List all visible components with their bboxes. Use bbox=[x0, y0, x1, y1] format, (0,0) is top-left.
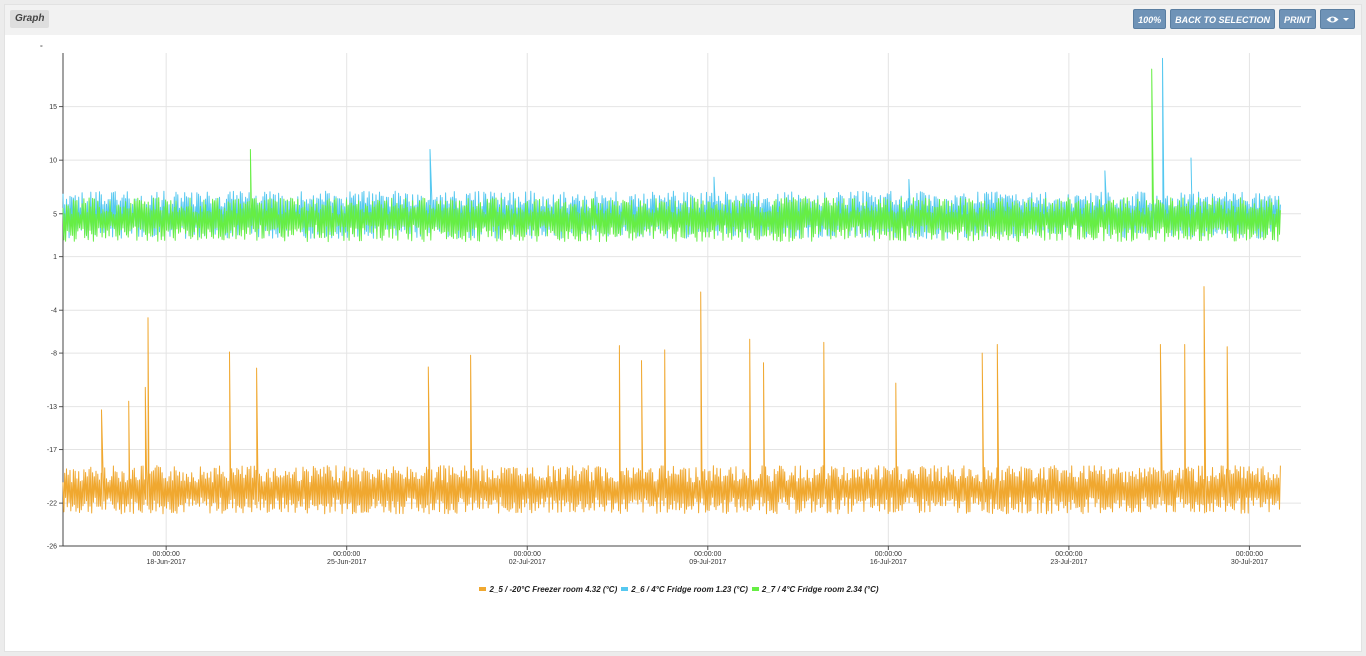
x-tick-time: 00:00:00 bbox=[1236, 551, 1263, 558]
y-axis-unit: ° bbox=[40, 44, 43, 52]
x-tick-time: 00:00:00 bbox=[514, 551, 541, 558]
toolbar: 100% BACK TO SELECTION PRINT bbox=[1133, 9, 1355, 29]
y-tick-label: 1 bbox=[53, 254, 57, 261]
x-tick-date: 23-Jul-2017 bbox=[1050, 559, 1087, 566]
panel-title: Graph bbox=[10, 10, 50, 28]
y-tick-label: -26 bbox=[47, 544, 57, 551]
legend-label: 2_6 / 4°C Fridge room 1.23 (°C) bbox=[631, 584, 748, 594]
x-tick-time: 00:00:00 bbox=[694, 551, 721, 558]
legend: 2_5 / -20°C Freezer room 4.32 (°C) 2_6 / … bbox=[0, 584, 1358, 594]
y-tick-label: -8 bbox=[51, 351, 57, 358]
print-button[interactable]: PRINT bbox=[1279, 9, 1316, 29]
x-tick-time: 00:00:00 bbox=[875, 551, 902, 558]
x-tick-date: 25-Jun-2017 bbox=[327, 559, 366, 566]
x-tick-time: 00:00:00 bbox=[153, 551, 180, 558]
view-options-dropdown[interactable] bbox=[1320, 9, 1355, 29]
y-tick-label: -17 bbox=[47, 447, 57, 454]
x-tick-date: 30-Jul-2017 bbox=[1231, 559, 1268, 566]
y-tick-label: 15 bbox=[49, 104, 57, 111]
x-tick-date: 02-Jul-2017 bbox=[509, 559, 546, 566]
y-tick-label: 10 bbox=[49, 158, 57, 165]
x-tick-time: 00:00:00 bbox=[333, 551, 360, 558]
legend-swatch bbox=[479, 587, 487, 591]
legend-item[interactable]: 2_7 / 4°C Fridge room 2.34 (°C) bbox=[751, 584, 879, 594]
legend-swatch bbox=[751, 587, 759, 591]
series-line-3 bbox=[62, 68, 1281, 243]
eye-icon bbox=[1326, 16, 1339, 22]
series-line-1 bbox=[62, 286, 1281, 515]
legend-item[interactable]: 2_6 / 4°C Fridge room 1.23 (°C) bbox=[621, 585, 748, 594]
y-tick-label: -4 bbox=[51, 308, 57, 315]
y-tick-label: -22 bbox=[47, 501, 57, 508]
legend-item[interactable]: 2_5 / -20°C Freezer room 4.32 (°C) bbox=[479, 585, 617, 594]
zoom-100-button[interactable]: 100% bbox=[1133, 9, 1167, 29]
x-tick-time: 00:00:00 bbox=[1055, 551, 1082, 558]
y-tick-label: 5 bbox=[53, 211, 57, 218]
legend-swatch bbox=[621, 587, 629, 591]
graph-panel: Graph 100% BACK TO SELECTION PRINT bbox=[4, 4, 1362, 652]
chevron-down-icon bbox=[1343, 17, 1349, 21]
back-to-selection-button[interactable]: BACK TO SELECTION bbox=[1170, 9, 1275, 29]
x-tick-date: 09-Jul-2017 bbox=[689, 559, 726, 566]
x-tick-date: 18-Jun-2017 bbox=[147, 559, 186, 566]
y-tick-label: -13 bbox=[47, 404, 57, 411]
legend-label: 2_5 / -20°C Freezer room 4.32 (°C) bbox=[489, 584, 618, 594]
panel-header: Graph 100% BACK TO SELECTION PRINT bbox=[5, 5, 1361, 35]
x-tick-date: 16-Jul-2017 bbox=[870, 559, 907, 566]
legend-label: 2_7 / 4°C Fridge room 2.34 (°C) bbox=[761, 584, 879, 594]
